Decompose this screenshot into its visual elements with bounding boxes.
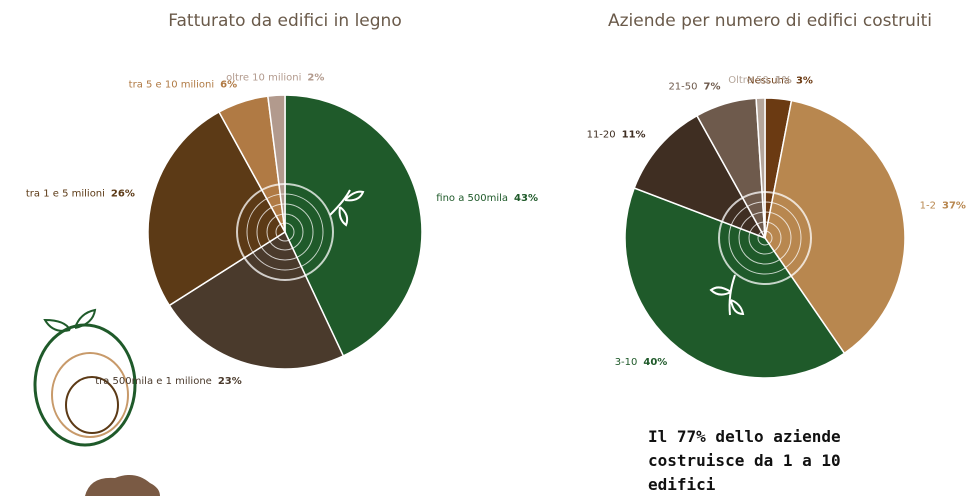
category-label: tra 5 e 10 milioni: [129, 80, 214, 91]
value-label: 6%: [220, 80, 237, 91]
pie: [624, 97, 906, 379]
slice-label: tra 500mila e 1 milione 23%: [95, 376, 242, 387]
category-label: Nessuna: [747, 76, 790, 87]
value-label: 37%: [942, 201, 966, 212]
chart-title: Fatturato da edifici in legno: [168, 11, 401, 31]
category-label: 1-2: [920, 201, 936, 212]
slice-label: tra 5 e 10 milioni 6%: [129, 80, 237, 91]
pie-slice: [764, 99, 906, 355]
slice-label: Nessuna 3%: [747, 76, 813, 87]
pie-slice: [755, 97, 766, 239]
annotation: Il 77% dello aziende: [648, 427, 841, 446]
pie-slice: [147, 110, 286, 307]
category-label: fino a 500mila: [436, 193, 508, 204]
pie-slice: [266, 94, 286, 233]
category-label: oltre 10 milioni: [226, 72, 301, 83]
pie-slice: [284, 94, 423, 357]
slice-label: 21-50 7%: [668, 81, 720, 92]
value-label: 11%: [622, 130, 646, 141]
value-label: 2%: [307, 72, 324, 83]
annotation: costruisce da 1 a 10: [648, 451, 841, 470]
chart-title: Aziende per numero di edifici costruiti: [608, 11, 932, 31]
slice-label: fino a 500mila 43%: [436, 193, 538, 204]
pie-slice: [168, 230, 345, 370]
category-label: 11-20: [587, 130, 616, 141]
value-label: 3%: [796, 76, 813, 87]
slice-label: 11-20 11%: [587, 130, 646, 141]
decoration-icon: [33, 308, 160, 496]
pie: [147, 94, 423, 370]
tree-rings: [236, 183, 812, 316]
pie-slice: [633, 114, 767, 240]
category-label: 3-10: [615, 357, 638, 368]
slice-label: 3-10 40%: [615, 357, 668, 368]
slice-label: oltre 10 milioni 2%: [226, 72, 324, 83]
category-label: Oltre 50: [728, 75, 769, 86]
pie-slice: [624, 187, 846, 379]
value-label: 23%: [218, 376, 242, 387]
category-label: tra 500mila e 1 milione: [95, 376, 212, 387]
slice-label: Oltre 50 1%: [728, 75, 792, 86]
value-label: 1%: [775, 75, 792, 86]
value-label: 43%: [514, 193, 538, 204]
value-label: 26%: [111, 188, 135, 199]
value-label: 7%: [704, 81, 721, 92]
slice-label: 1-2 37%: [920, 201, 966, 212]
annotation: edifici: [648, 475, 716, 494]
category-label: tra 1 e 5 milioni: [26, 188, 105, 199]
slice-label: tra 1 e 5 milioni 26%: [26, 188, 135, 199]
value-label: 40%: [643, 357, 667, 368]
category-label: 21-50: [668, 81, 697, 92]
